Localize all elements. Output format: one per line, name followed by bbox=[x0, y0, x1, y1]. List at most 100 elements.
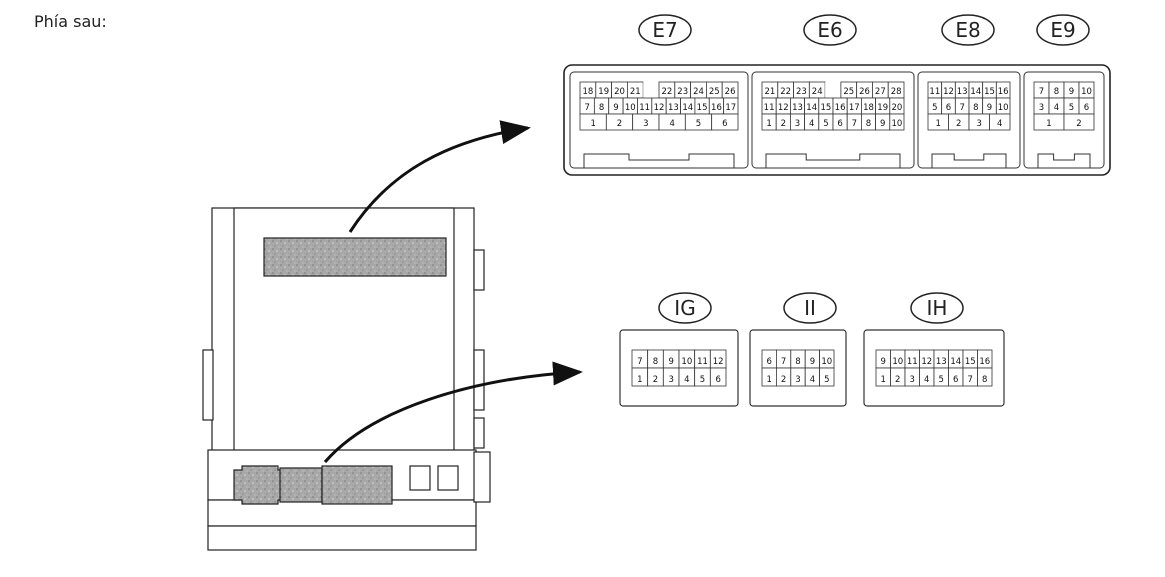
connector-ii: II 6 7 8 9 10 1 2 3 4 5 bbox=[749, 292, 847, 407]
connector-e7-pin-label: 14 bbox=[682, 103, 693, 113]
connector-e6-pin-label: 5 bbox=[823, 119, 828, 129]
page-title: Phía sau: bbox=[34, 12, 107, 31]
connector-e8-pin-label: 6 bbox=[946, 103, 951, 113]
connector-e7-pin-label: 2 bbox=[617, 119, 622, 129]
connector-e8-pin-label: 10 bbox=[998, 103, 1009, 113]
connector-e6-pin-label: 20 bbox=[891, 103, 902, 113]
connector-e6-label: E6 bbox=[803, 14, 857, 46]
connector-ih-pin-label: 11 bbox=[907, 357, 918, 367]
connector-e6-pin-label: 4 bbox=[809, 119, 814, 129]
svg-text:II: II bbox=[804, 296, 816, 320]
connector-ih-pin-label: 3 bbox=[910, 375, 915, 385]
connector-e7-pin-label: 15 bbox=[697, 103, 708, 113]
connector-ih-pin-label: 9 bbox=[881, 357, 886, 367]
connector-ig-label: IG bbox=[658, 292, 712, 324]
connector-e9-pin-label: 10 bbox=[1081, 87, 1092, 97]
connector-e7-pin-label: 25 bbox=[709, 87, 720, 97]
connector-ig-pin-label: 3 bbox=[668, 375, 673, 385]
connector-e9-pin-cell bbox=[1063, 113, 1095, 131]
connector-ii-pin-label: 8 bbox=[795, 357, 800, 367]
connector-e6-pin-label: 24 bbox=[812, 87, 823, 97]
connector-ig-pin-label: 4 bbox=[684, 375, 689, 385]
connector-ii-pin-label: 2 bbox=[781, 375, 786, 385]
connector-e7-pin-label: 7 bbox=[584, 103, 589, 113]
connector-e6-pin-label: 27 bbox=[875, 87, 886, 97]
connector-ii-pin-label: 10 bbox=[821, 357, 832, 367]
connector-ig-pin-label: 6 bbox=[715, 375, 720, 385]
svg-text:IG: IG bbox=[674, 296, 695, 320]
connector-ig-pin-label: 10 bbox=[681, 357, 692, 367]
connector-e6-pin-label: 22 bbox=[780, 87, 791, 97]
connector-e7-pin-label: 6 bbox=[722, 119, 727, 129]
upper-connector-area bbox=[263, 237, 447, 277]
connector-e8-pin-label: 12 bbox=[943, 87, 954, 97]
connector-e8-pin-label: 14 bbox=[970, 87, 981, 97]
connector-e6-pin-label: 25 bbox=[843, 87, 854, 97]
connector-ii-pin-label: 3 bbox=[795, 375, 800, 385]
connector-e7-pin-label: 16 bbox=[711, 103, 722, 113]
connector-e6-key bbox=[765, 153, 901, 168]
connector-e8-label: E8 bbox=[941, 14, 995, 46]
connector-e8-pin-label: 9 bbox=[987, 103, 992, 113]
connector-e6-pin-label: 28 bbox=[891, 87, 902, 97]
connector-e7-pin-label: 26 bbox=[725, 87, 736, 97]
connector-e6-pin-label: 18 bbox=[863, 103, 874, 113]
svg-text:IH: IH bbox=[927, 296, 948, 320]
connector-e6-pin-label: 9 bbox=[880, 119, 885, 129]
connector-ih-pin-label: 12 bbox=[921, 357, 932, 367]
connector-ih-pin-label: 14 bbox=[950, 357, 961, 367]
connector-e9-pin-label: 6 bbox=[1084, 103, 1089, 113]
connector-ig-pin-label: 2 bbox=[653, 375, 658, 385]
connector-ii-pin-label: 7 bbox=[781, 357, 786, 367]
connector-e9-key bbox=[1037, 153, 1091, 168]
connector-e6-pin-label: 6 bbox=[837, 119, 842, 129]
connector-ih: IH9 10 11 12 13 14 15 161 2 3 4 5 6 7 8 bbox=[863, 292, 1005, 407]
connector-e6-pin-label: 7 bbox=[852, 119, 857, 129]
connector-ig-pin-label: 9 bbox=[668, 357, 673, 367]
connector-e7-pin-label: 20 bbox=[614, 87, 625, 97]
connector-e8-pin-label: 4 bbox=[997, 119, 1002, 129]
connector-e7-pin-label: 19 bbox=[598, 87, 609, 97]
connector-ih-pin-label: 4 bbox=[924, 375, 929, 385]
connector-ih-pin-label: 6 bbox=[953, 375, 958, 385]
connector-e8-pin-cell bbox=[989, 113, 1011, 131]
connector-e6-pin-cell bbox=[889, 113, 905, 131]
connector-ih-pin-cell bbox=[977, 367, 993, 387]
connector-e6-pin-label: 11 bbox=[764, 103, 775, 113]
connector-e7-pin-label: 23 bbox=[677, 87, 688, 97]
connector-e7-pin-label: 18 bbox=[582, 87, 593, 97]
connector-e8-pin-label: 13 bbox=[957, 87, 968, 97]
connector-ih-pin-label: 10 bbox=[892, 357, 903, 367]
connector-e9-pin-label: 4 bbox=[1054, 103, 1059, 113]
connector-ih-pin-label: 16 bbox=[979, 357, 990, 367]
connector-e7-pin-label: 21 bbox=[630, 87, 641, 97]
connector-e7-pin-cell bbox=[711, 113, 739, 131]
connector-ii-pin-cell bbox=[819, 367, 835, 387]
connector-e7-pin-label: 17 bbox=[725, 103, 736, 113]
lower-connector-area bbox=[233, 465, 459, 505]
connector-ig-pin-label: 1 bbox=[637, 375, 642, 385]
svg-text:E9: E9 bbox=[1050, 18, 1075, 42]
connector-e9-pin-label: 8 bbox=[1054, 87, 1059, 97]
connector-ih-label: IH bbox=[910, 292, 964, 324]
connector-e6-gap bbox=[825, 82, 841, 98]
connector-e8-pin-label: 1 bbox=[936, 119, 941, 129]
connector-ig-pin-label: 5 bbox=[700, 375, 705, 385]
lower-pointer-arrow bbox=[323, 361, 583, 463]
connector-ih-pin-label: 8 bbox=[982, 375, 987, 385]
connector-e6-pin-label: 19 bbox=[877, 103, 888, 113]
connector-e6-pin-label: 12 bbox=[778, 103, 789, 113]
connector-e8-pin-label: 5 bbox=[932, 103, 937, 113]
connector-e9-label: E9 bbox=[1036, 14, 1090, 46]
connector-e6-pin-label: 17 bbox=[849, 103, 860, 113]
connector-e8-pin-label: 15 bbox=[984, 87, 995, 97]
connector-ii-pin-label: 1 bbox=[766, 375, 771, 385]
connector-e7-pin-label: 3 bbox=[643, 119, 648, 129]
connector-e6-pin-label: 8 bbox=[866, 119, 871, 129]
connector-e6-pin-label: 21 bbox=[764, 87, 775, 97]
connector-ig: IG7 8 9 10 11 121 2 3 4 5 6 bbox=[619, 292, 739, 407]
connector-ii-label: II bbox=[783, 292, 837, 324]
